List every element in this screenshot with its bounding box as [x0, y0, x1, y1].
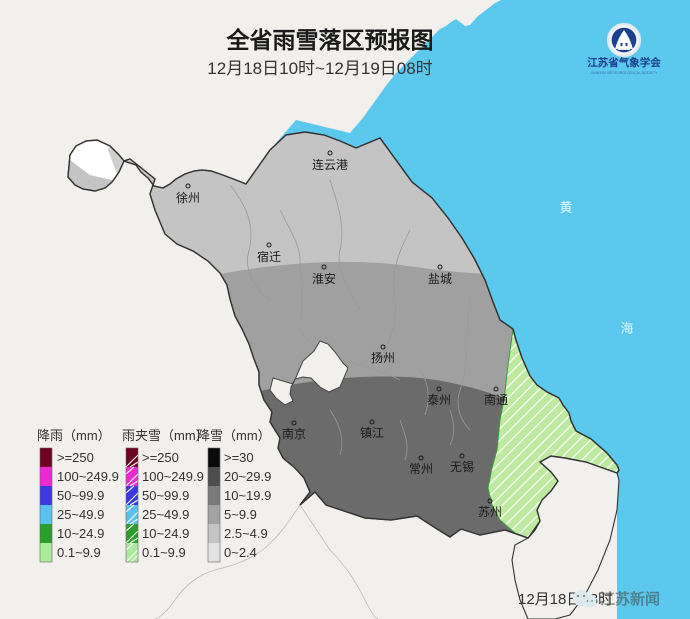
svg-text:镇江: 镇江: [360, 426, 384, 440]
svg-text:扬州: 扬州: [371, 350, 395, 365]
svg-text:海: 海: [620, 321, 633, 336]
svg-text:100~249.9: 100~249.9: [142, 469, 204, 484]
svg-text:0.1~9.9: 0.1~9.9: [142, 545, 186, 560]
svg-text:淮安: 淮安: [312, 271, 336, 286]
svg-text:苏州: 苏州: [478, 505, 502, 519]
svg-text:常州: 常州: [409, 462, 433, 476]
svg-text:50~99.9: 50~99.9: [142, 488, 189, 503]
svg-text:降雨（mm）: 降雨（mm）: [37, 428, 111, 443]
svg-text:南通: 南通: [484, 392, 508, 407]
svg-text:雨夹雪（mm）: 雨夹雪（mm）: [122, 428, 209, 443]
svg-text:>=30: >=30: [224, 450, 254, 465]
svg-text:徐州: 徐州: [176, 190, 200, 205]
svg-text:JIANGSU METEOROLOGICAL SOCIETY: JIANGSU METEOROLOGICAL SOCIETY: [591, 71, 659, 75]
svg-text:0~2.4: 0~2.4: [224, 545, 257, 560]
svg-text:盐城: 盐城: [428, 272, 452, 286]
svg-text:黄: 黄: [559, 200, 572, 215]
svg-text:10~24.9: 10~24.9: [57, 526, 104, 541]
svg-text:连云港: 连云港: [312, 157, 348, 172]
svg-text:江苏新闻: 江苏新闻: [600, 590, 660, 608]
svg-text:10~19.9: 10~19.9: [224, 488, 271, 503]
svg-text:12月18日08时: 12月18日08时: [518, 591, 613, 608]
svg-text:20~29.9: 20~29.9: [224, 469, 271, 484]
svg-text:全省雨雪落区预报图: 全省雨雪落区预报图: [226, 27, 434, 53]
svg-text:南京: 南京: [282, 426, 306, 441]
svg-text:0.1~9.9: 0.1~9.9: [57, 545, 101, 560]
svg-text:10~24.9: 10~24.9: [142, 526, 189, 541]
svg-text:>=250: >=250: [142, 450, 179, 465]
svg-text:无锡: 无锡: [450, 459, 474, 474]
svg-text:江苏省气象学会: 江苏省气象学会: [587, 56, 661, 69]
svg-text:5~9.9: 5~9.9: [224, 507, 257, 522]
svg-text:12月18日10时~12月19日08时: 12月18日10时~12月19日08时: [207, 59, 432, 78]
svg-text:25~49.9: 25~49.9: [142, 507, 189, 522]
svg-text:50~99.9: 50~99.9: [57, 488, 104, 503]
svg-text:泰州: 泰州: [427, 393, 451, 407]
svg-text:100~249.9: 100~249.9: [57, 469, 119, 484]
svg-text:宿迁: 宿迁: [257, 249, 281, 264]
svg-text:25~49.9: 25~49.9: [57, 507, 104, 522]
svg-text:>=250: >=250: [57, 450, 94, 465]
svg-text:降雪（mm）: 降雪（mm）: [197, 428, 271, 443]
svg-text:2.5~4.9: 2.5~4.9: [224, 526, 268, 541]
